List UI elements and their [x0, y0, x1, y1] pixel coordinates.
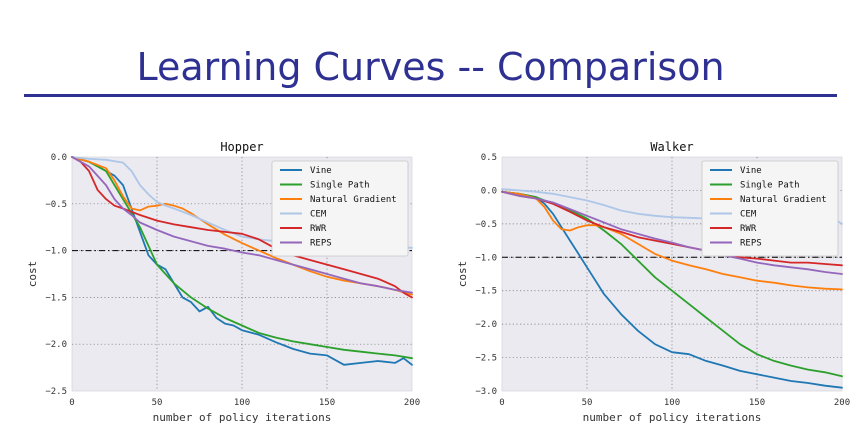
y-tick-label: 0.5	[481, 153, 497, 163]
x-tick-label: 0	[69, 398, 74, 408]
x-tick-label: 50	[582, 398, 593, 408]
legend-label: Vine	[740, 166, 762, 176]
series-line-natural-gradient	[501, 190, 843, 291]
slide-title: Learning Curves -- Comparison	[136, 45, 725, 89]
walker-chart: 0 50 100 150 200 0.5 0.0 −0.5 −1.0 −1.5 −2.0 −2.5 −3…	[456, 140, 850, 424]
legend-label: Vine	[310, 166, 332, 176]
legend-label: Single Path	[310, 181, 370, 191]
legend-label: REPS	[740, 239, 762, 249]
legend-label: Natural Gradient	[740, 195, 827, 205]
y-tick-label: 0.0	[481, 186, 497, 196]
series-line-single-path	[71, 156, 413, 360]
legend-label: CEM	[310, 210, 327, 220]
series-line-rwr	[71, 156, 413, 299]
x-tick-label: 150	[749, 398, 765, 408]
hopper-chart: 0 50 100 150 200 0.0 −0.5 −1.0 −1.5 −2.0 −2.5 Hoppe…	[26, 140, 420, 424]
x-tick-label: 200	[404, 398, 420, 408]
y-tick-label: −1.5	[45, 293, 67, 303]
legend-label: CEM	[740, 210, 757, 220]
y-tick-label: −3.0	[475, 387, 497, 397]
legend-label: RWR	[310, 224, 327, 234]
legend: Vine Single Path Natural Gradient CEM RWR REP…	[271, 160, 409, 257]
y-tick-label: −2.0	[45, 340, 67, 350]
y-tick-label: −1.0	[475, 253, 497, 263]
y-tick-label: −1.0	[45, 247, 67, 257]
y-tick-label: −1.5	[475, 287, 497, 297]
x-axis-label: number of policy iterations	[153, 411, 332, 424]
series-line-rwr	[501, 190, 843, 267]
legend-box	[271, 160, 409, 257]
x-axis-label: number of policy iterations	[583, 411, 762, 424]
legend: Vine Single Path Natural Gradient CEM RWR REP…	[701, 160, 839, 257]
y-axis-label: cost	[456, 261, 469, 288]
x-tick-label: 100	[664, 398, 680, 408]
chart-title: Hopper	[220, 140, 263, 154]
legend-label: Natural Gradient	[310, 195, 397, 205]
legend-label: REPS	[310, 239, 332, 249]
title-divider	[24, 94, 837, 97]
x-tick-label: 50	[152, 398, 163, 408]
y-tick-label: −2.5	[45, 387, 67, 397]
legend-box	[701, 160, 839, 257]
y-tick-label: −2.0	[475, 320, 497, 330]
legend-label: RWR	[740, 224, 757, 234]
series-line-reps	[501, 190, 843, 275]
x-tick-label: 100	[234, 398, 250, 408]
y-tick-label: 0.0	[51, 153, 67, 163]
x-tick-label: 0	[499, 398, 504, 408]
series-line-vine	[71, 156, 413, 366]
series-line-vine	[501, 190, 843, 389]
chart-title: Walker	[650, 140, 693, 154]
y-tick-label: −0.5	[45, 200, 67, 210]
x-tick-label: 200	[834, 398, 850, 408]
y-tick-label: −2.5	[475, 354, 497, 364]
series-line-reps	[71, 156, 413, 294]
legend-label: Single Path	[740, 181, 800, 191]
y-tick-label: −0.5	[475, 220, 497, 230]
x-tick-label: 150	[319, 398, 335, 408]
y-axis-label: cost	[26, 261, 39, 288]
